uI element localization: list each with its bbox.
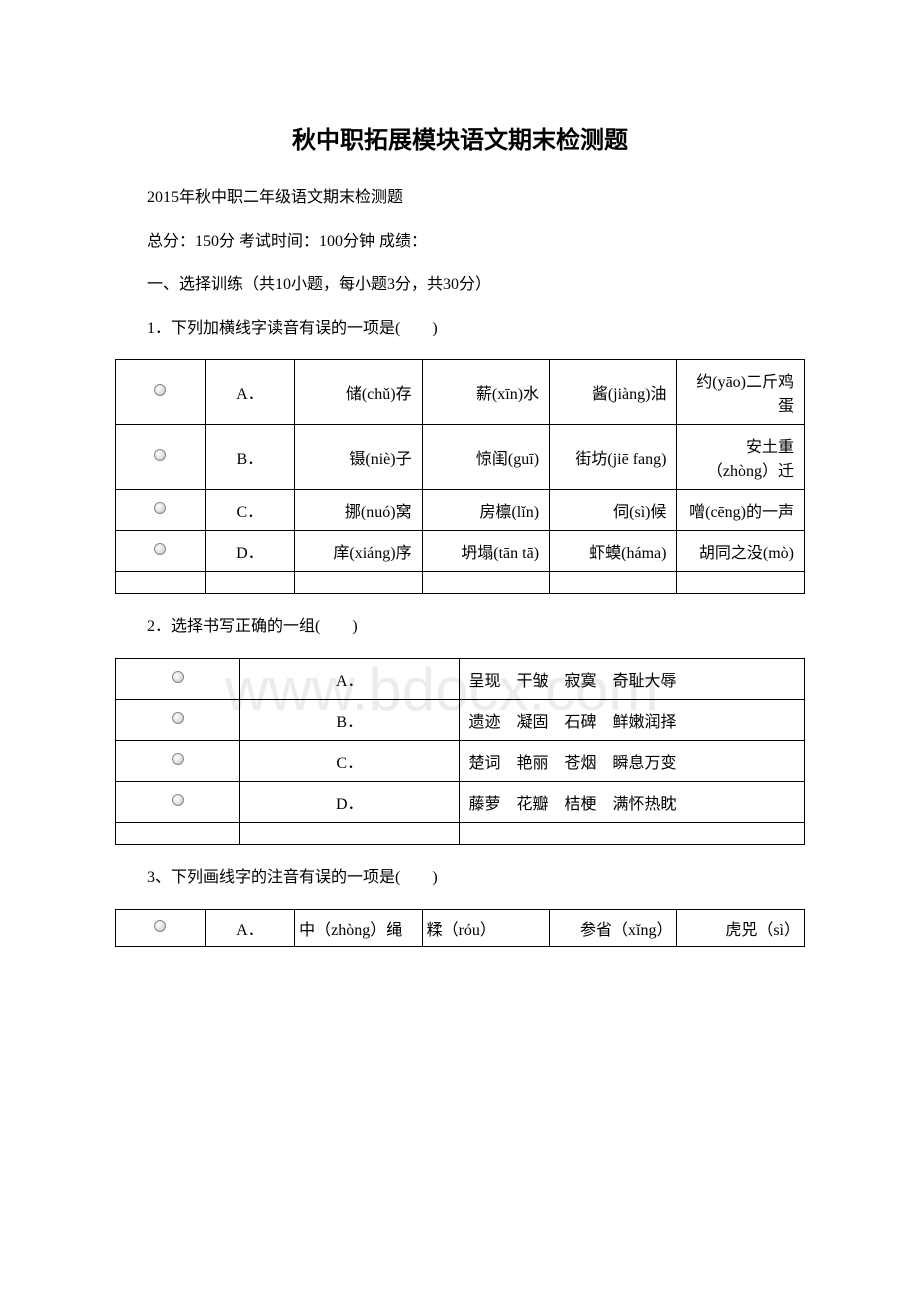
table-row: A． 呈现 干皱 寂寞 奇耻大辱 xyxy=(116,658,805,699)
option-label: A． xyxy=(240,658,460,699)
radio-icon xyxy=(154,449,166,461)
table-row: D． 庠(xiáng)序 坍塌(tān tā) 虾蟆(háma) 胡同之没(mò… xyxy=(116,531,805,572)
option-content: 参省（xǐng） xyxy=(550,909,677,946)
table-q3: A． 中（zhòng）绳 糅（róu） 参省（xǐng） 虎兕（sì） xyxy=(115,909,805,947)
question-2: 2．选择书写正确的一组( ) xyxy=(115,614,805,640)
option-content: 储(chǔ)存 xyxy=(295,360,422,425)
document-title: 秋中职拓展模块语文期末检测题 xyxy=(115,120,805,155)
radio-cell[interactable] xyxy=(116,658,240,699)
radio-icon xyxy=(172,753,184,765)
score-line: 总分：150分 考试时间：100分钟 成绩： xyxy=(115,229,805,255)
option-content: 街坊(jiē fang) xyxy=(550,425,677,490)
radio-cell[interactable] xyxy=(116,699,240,740)
table-row: C． 挪(nuó)窝 房檩(lǐn) 伺(sì)候 噌(cēng)的一声 xyxy=(116,490,805,531)
option-content: 遗迹 凝固 石碑 鲜嫩润择 xyxy=(460,699,805,740)
option-label: B． xyxy=(240,699,460,740)
option-content: 镊(niè)子 xyxy=(295,425,422,490)
option-content: 酱(jiàng)油 xyxy=(550,360,677,425)
radio-cell[interactable] xyxy=(116,781,240,822)
section-heading: 一、选择训练（共10小题，每小题3分，共30分） xyxy=(115,272,805,298)
table-row: C． 楚词 艳丽 苍烟 瞬息万变 xyxy=(116,740,805,781)
table-row: B． 遗迹 凝固 石碑 鲜嫩润择 xyxy=(116,699,805,740)
option-content: 挪(nuó)窝 xyxy=(295,490,422,531)
option-content: 楚词 艳丽 苍烟 瞬息万变 xyxy=(460,740,805,781)
table-q2: A． 呈现 干皱 寂寞 奇耻大辱 B． 遗迹 凝固 石碑 鲜嫩润择 C． 楚词 … xyxy=(115,658,805,845)
option-label: A． xyxy=(205,909,295,946)
option-content: 安土重（zhòng）迁 xyxy=(677,425,805,490)
option-content: 胡同之没(mò) xyxy=(677,531,805,572)
option-content: 虎兕（sì） xyxy=(677,909,805,946)
subtitle: 2015年秋中职二年级语文期末检测题 xyxy=(115,185,805,211)
option-content: 坍塌(tān tā) xyxy=(422,531,549,572)
option-label: C． xyxy=(240,740,460,781)
option-label: D． xyxy=(240,781,460,822)
radio-icon xyxy=(172,671,184,683)
option-content: 伺(sì)候 xyxy=(550,490,677,531)
radio-icon xyxy=(154,502,166,514)
radio-cell[interactable] xyxy=(116,909,206,946)
radio-cell[interactable] xyxy=(116,360,206,425)
option-content: 噌(cēng)的一声 xyxy=(677,490,805,531)
table-row-empty xyxy=(116,572,805,594)
table-q1: A． 储(chǔ)存 薪(xīn)水 酱(jiàng)油 约(yāo)二斤鸡蛋 … xyxy=(115,359,805,594)
radio-cell[interactable] xyxy=(116,740,240,781)
option-content: 糅（róu） xyxy=(422,909,549,946)
radio-icon xyxy=(154,384,166,396)
option-content: 房檩(lǐn) xyxy=(422,490,549,531)
table-row: A． 中（zhòng）绳 糅（róu） 参省（xǐng） 虎兕（sì） xyxy=(116,909,805,946)
page: www.bdocx.com 秋中职拓展模块语文期末检测题 2015年秋中职二年级… xyxy=(115,120,805,947)
radio-icon xyxy=(172,712,184,724)
option-content: 藤萝 花瓣 桔梗 满怀热眈 xyxy=(460,781,805,822)
option-label: C． xyxy=(205,490,295,531)
option-content: 惊闺(guī) xyxy=(422,425,549,490)
question-1: 1．下列加横线字读音有误的一项是( ) xyxy=(115,316,805,342)
radio-icon xyxy=(154,543,166,555)
option-content: 约(yāo)二斤鸡蛋 xyxy=(677,360,805,425)
radio-cell[interactable] xyxy=(116,425,206,490)
option-label: D． xyxy=(205,531,295,572)
option-content: 薪(xīn)水 xyxy=(422,360,549,425)
radio-icon xyxy=(154,920,166,932)
option-content: 虾蟆(háma) xyxy=(550,531,677,572)
table-row-empty xyxy=(116,822,805,844)
table-row: A． 储(chǔ)存 薪(xīn)水 酱(jiàng)油 约(yāo)二斤鸡蛋 xyxy=(116,360,805,425)
radio-cell[interactable] xyxy=(116,531,206,572)
radio-cell[interactable] xyxy=(116,490,206,531)
option-content: 庠(xiáng)序 xyxy=(295,531,422,572)
question-3: 3、下列画线字的注音有误的一项是( ) xyxy=(115,865,805,891)
option-label: A． xyxy=(205,360,295,425)
radio-icon xyxy=(172,794,184,806)
option-label: B． xyxy=(205,425,295,490)
option-content: 中（zhòng）绳 xyxy=(295,909,422,946)
table-row: B． 镊(niè)子 惊闺(guī) 街坊(jiē fang) 安土重（zhòn… xyxy=(116,425,805,490)
option-content: 呈现 干皱 寂寞 奇耻大辱 xyxy=(460,658,805,699)
table-row: D． 藤萝 花瓣 桔梗 满怀热眈 xyxy=(116,781,805,822)
